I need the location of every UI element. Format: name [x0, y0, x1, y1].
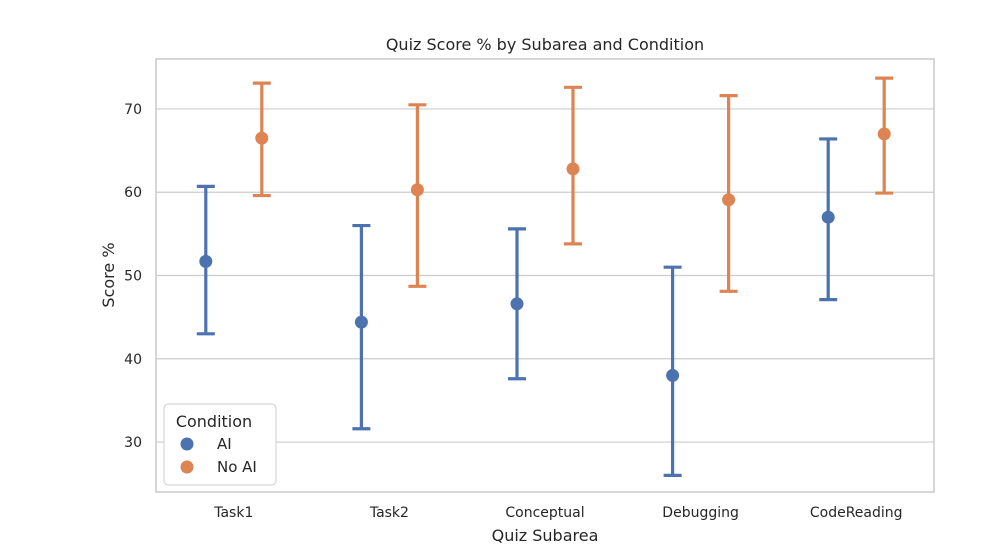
data-point: [821, 210, 835, 224]
x-tick-label: CodeReading: [810, 505, 903, 521]
y-tick-label: 70: [124, 102, 142, 118]
ticks-layer: 30 40 50 60 70 Task1 Task2 Conceptual Debugging C…: [124, 102, 902, 521]
series-ai: [196, 137, 838, 477]
y-tick-label: 30: [124, 435, 142, 451]
data-point: [354, 315, 368, 329]
legend-label-no-ai: No AI: [217, 458, 257, 476]
data-point: [877, 127, 891, 141]
data-point: [566, 162, 580, 176]
legend-label-ai: AI: [217, 435, 232, 453]
y-tick-label: 40: [124, 352, 142, 368]
data-point: [722, 193, 736, 207]
data-point: [510, 297, 524, 311]
plot-frame: [155, 58, 935, 493]
data-point: [666, 368, 680, 382]
y-tick-label: 50: [124, 269, 142, 285]
legend-title: Condition: [176, 412, 252, 431]
legend-marker-no-ai: [180, 460, 194, 474]
y-axis-label: Score %: [99, 242, 118, 307]
x-tick-label: Task1: [213, 505, 253, 521]
legend-marker-ai: [180, 437, 194, 451]
chart-title: Quiz Score % by Subarea and Condition: [386, 35, 704, 54]
x-tick-label: Conceptual: [505, 505, 584, 521]
series-no-ai: [252, 76, 894, 293]
data-point: [410, 183, 424, 197]
legend: Condition AI No AI: [163, 403, 277, 486]
x-axis-label: Quiz Subarea: [492, 526, 599, 545]
data-point: [255, 131, 269, 145]
y-tick-label: 60: [124, 185, 142, 201]
x-tick-label: Task2: [369, 505, 409, 521]
grid-layer: [156, 108, 934, 443]
marks-layer: [196, 76, 894, 477]
x-tick-label: Debugging: [662, 505, 739, 521]
data-point: [199, 254, 213, 268]
